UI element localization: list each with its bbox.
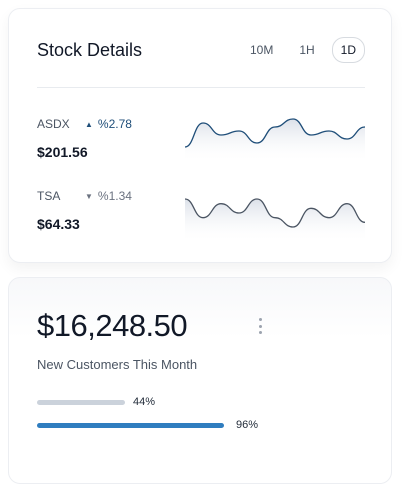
sparkline-tsa bbox=[185, 198, 365, 243]
sparkline-line bbox=[185, 118, 365, 148]
divider bbox=[37, 87, 365, 88]
sparkline-area bbox=[185, 119, 365, 163]
change-value: %2.78 bbox=[97, 117, 132, 131]
customers-amount: $16,248.50 bbox=[37, 308, 188, 343]
progress-label-2: 96% bbox=[236, 419, 259, 431]
more-vertical-icon[interactable] bbox=[255, 316, 265, 336]
progress-label-1: 44% bbox=[133, 396, 156, 408]
stock-price-tsa: $64.33 bbox=[37, 216, 80, 232]
tab-10m[interactable]: 10M bbox=[249, 43, 274, 57]
timeframe-tabs: 10M 1H 1D bbox=[241, 37, 365, 63]
tab-1d[interactable]: 1D bbox=[331, 37, 365, 63]
caret-up-icon: ▲ bbox=[85, 120, 93, 129]
stock-change-asdx: ▲ %2.78 bbox=[85, 117, 132, 131]
sparkline-line bbox=[185, 198, 365, 228]
customers-card: $16,248.50 New Customers This Month 44% … bbox=[8, 277, 392, 484]
progress-bar-1 bbox=[37, 400, 125, 405]
sparkline-area bbox=[185, 199, 365, 243]
stock-name-tsa: TSA bbox=[37, 189, 61, 203]
sparkline-asdx bbox=[185, 118, 365, 163]
progress-fill-2 bbox=[37, 423, 224, 428]
progress-bar-2 bbox=[37, 423, 224, 428]
card-title: Stock Details bbox=[37, 40, 143, 60]
stock-name-asdx: ASDX bbox=[37, 117, 70, 131]
stock-price-asdx: $201.56 bbox=[37, 144, 88, 160]
stock-change-tsa: ▼ %1.34 bbox=[85, 189, 132, 203]
caret-down-icon: ▼ bbox=[85, 192, 93, 201]
customers-subtitle: New Customers This Month bbox=[37, 357, 198, 372]
change-value: %1.34 bbox=[97, 189, 132, 203]
tab-1h[interactable]: 1H bbox=[299, 43, 315, 57]
stock-details-card: Stock Details 10M 1H 1D ASDX ▲ %2.78 $201… bbox=[8, 8, 392, 263]
progress-fill-1 bbox=[37, 400, 125, 405]
